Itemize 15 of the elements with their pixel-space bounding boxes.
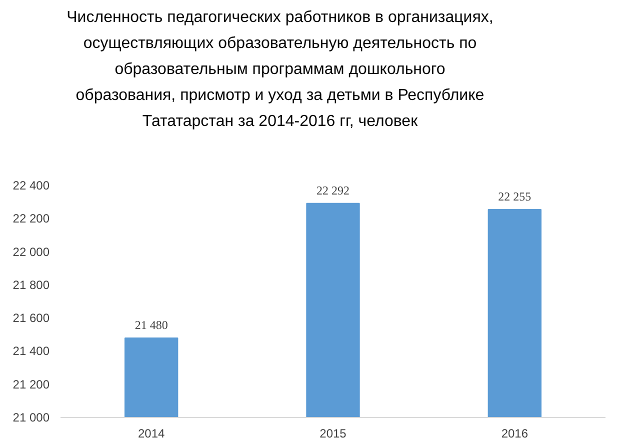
- y-tick-label: 21 200: [12, 377, 50, 392]
- x-tick-label: 2016: [501, 426, 528, 439]
- y-tick-label: 21 800: [12, 278, 50, 292]
- data-label: 22 255: [498, 190, 532, 204]
- x-tick-label: 2015: [320, 426, 347, 439]
- data-label: 22 292: [316, 183, 350, 198]
- y-tick-label: 22 400: [12, 178, 50, 192]
- chart-title: Численность педагогических работников в организациях, осуществляющих образовательную деятельность по образовательным программам дошкольного образования, присмотр и уход за детьми в Республике Тататарстан за 2014-2016 гг, человек: [66, 8, 494, 132]
- data-label: 21 480: [134, 318, 168, 332]
- y-tick-label: 21 000: [12, 410, 50, 424]
- x-tick-label: 2014: [138, 426, 166, 439]
- y-tick-label: 21 400: [12, 344, 50, 358]
- y-tick-label: 22 000: [12, 244, 50, 259]
- y-tick-label: 22 200: [12, 212, 50, 226]
- y-tick-label: 21 600: [12, 311, 50, 326]
